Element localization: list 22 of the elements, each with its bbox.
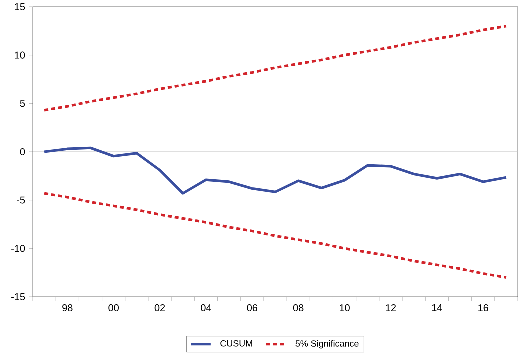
x-tick-label: 12 [386, 304, 396, 312]
x-tick-label: 98 [62, 304, 73, 312]
line-series [43, 25, 508, 112]
x-tick-label: 00 [108, 304, 119, 312]
x-tick-label: 04 [201, 304, 212, 312]
x-tick-label: 02 [154, 304, 166, 312]
y-tick-label: 15 [15, 4, 26, 10]
x-tick-label: 08 [293, 304, 304, 312]
line-series [43, 192, 508, 279]
x-tick-label: 06 [247, 304, 258, 312]
x-tick-label: 16 [478, 304, 488, 312]
legend-label: 5% Significance [296, 340, 359, 349]
legend-label: CUSUM [220, 340, 252, 347]
line-series [43, 146, 508, 195]
y-tick-label: 10 [15, 52, 26, 59]
x-tick-label: 14 [432, 304, 442, 312]
y-tick-label: -5 [17, 196, 26, 204]
y-tick-label: 0 [20, 148, 26, 156]
y-tick-label: -10 [12, 245, 26, 252]
x-tick-label: 10 [340, 304, 350, 312]
y-tick-label: -15 [12, 294, 26, 300]
y-tick-label: 5 [20, 100, 26, 108]
